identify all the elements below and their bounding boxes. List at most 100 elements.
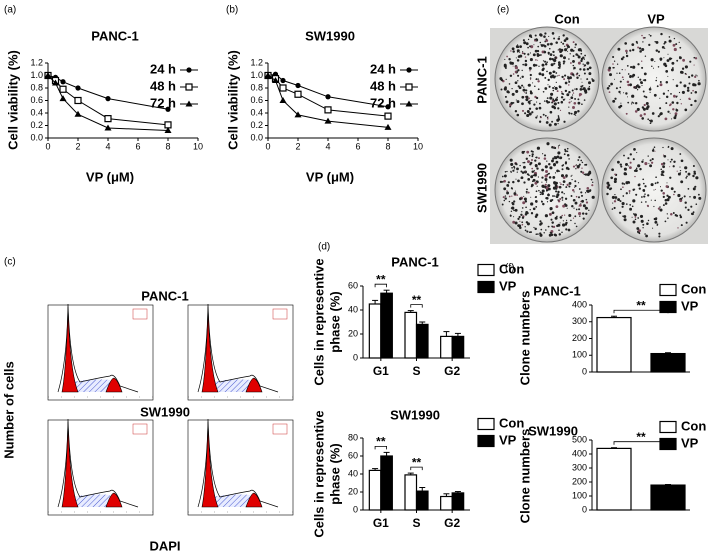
colony-dot (544, 87, 548, 90)
flow-key (132, 308, 148, 320)
colony-dot (572, 217, 575, 219)
flow-key (272, 308, 288, 320)
colony-dot (549, 214, 551, 216)
colony-dot (557, 122, 559, 125)
colony-dot (517, 217, 520, 221)
colony-dot (515, 89, 519, 93)
colony-dot (573, 191, 575, 193)
colony-dot (659, 57, 663, 61)
colony-dot (655, 40, 659, 44)
colony-dot (650, 161, 654, 164)
colony-dot (608, 91, 611, 94)
colony-dot (521, 171, 525, 174)
colony-dot (677, 193, 681, 198)
colony-dot (560, 174, 565, 178)
legend-marker (185, 83, 193, 91)
colony-dot (553, 102, 557, 106)
colony-dot (644, 233, 646, 235)
colony-dot (506, 191, 510, 195)
colony-dot (570, 112, 573, 115)
colony-dot (578, 163, 581, 166)
colony-dot (526, 222, 530, 226)
colony-dot (557, 147, 560, 149)
y-tick-label: 1.2 (30, 57, 43, 67)
colony-dot (562, 180, 566, 183)
colony-dot (535, 233, 538, 236)
legend-marker (186, 67, 192, 73)
colony-dot (546, 101, 550, 104)
colony-dot (577, 61, 581, 65)
colony-dot (538, 72, 542, 76)
colony-dot (643, 112, 646, 116)
marker (164, 127, 172, 133)
colony-dot (557, 145, 560, 147)
colony-dot (551, 32, 555, 35)
colony-dot (548, 71, 552, 75)
colony-dot (550, 232, 553, 234)
flow-envelope (197, 303, 279, 393)
colony-dot (669, 176, 672, 179)
colony-dot (501, 181, 504, 183)
colony-dot (508, 83, 511, 85)
legend-swatch (659, 300, 677, 314)
colony-dot (558, 74, 560, 77)
colony-dot (621, 205, 624, 208)
colony-dot (659, 206, 661, 208)
colony-dot (534, 34, 537, 37)
colony-dot (585, 201, 589, 204)
colony-dot (548, 123, 552, 127)
colony-dot (586, 173, 590, 177)
colony-dot (659, 97, 661, 99)
colony-dot (575, 208, 578, 211)
colony-dot (553, 156, 556, 158)
colony-dot (527, 46, 529, 49)
colony-dot (660, 162, 664, 166)
marker (385, 104, 391, 110)
colony-dot (578, 94, 581, 97)
colony-dot (580, 203, 582, 205)
colony-dot (512, 180, 515, 184)
colony-dot (537, 45, 540, 48)
significance-bracket (374, 446, 387, 450)
colony-dot (674, 112, 678, 116)
colony-dot (698, 79, 700, 82)
colony-dot (576, 54, 579, 57)
colony-dot (589, 72, 591, 74)
colony-dot (536, 53, 540, 56)
colony-dot (652, 227, 654, 229)
colony-dot (585, 212, 588, 215)
colony-dot (668, 57, 672, 61)
colony-dot (560, 100, 564, 104)
colony-dot (523, 92, 525, 94)
colony-dot (693, 64, 695, 66)
colony-dot (606, 192, 609, 196)
colony-dot (550, 92, 554, 96)
colony-dot (659, 186, 662, 188)
marker (44, 72, 52, 78)
colony-dot (698, 196, 702, 200)
y-axis-label: Cells in representive (311, 410, 326, 537)
marker (104, 124, 112, 131)
colony-dot (551, 198, 554, 202)
colony-dot (665, 102, 668, 105)
colony-dot (517, 179, 520, 183)
colony-dot (516, 113, 520, 117)
colony-dot (652, 148, 655, 151)
colony-dot (571, 73, 575, 76)
colony-dot (558, 185, 562, 189)
colony-dot (514, 110, 518, 113)
colony-dot (640, 81, 643, 84)
colony-dot (629, 49, 632, 52)
colony-dot (654, 220, 658, 224)
colony-dot (581, 171, 585, 174)
colony-dot (544, 165, 548, 169)
colony-dot (512, 50, 515, 53)
colony-dot (525, 98, 529, 102)
colony-dot (670, 93, 672, 95)
colony-dot (527, 160, 530, 164)
colony-dot (689, 60, 692, 63)
colony-dot (531, 150, 534, 153)
colony-dot (529, 45, 531, 48)
colony-dot (618, 105, 621, 109)
colony-dot (556, 90, 559, 93)
